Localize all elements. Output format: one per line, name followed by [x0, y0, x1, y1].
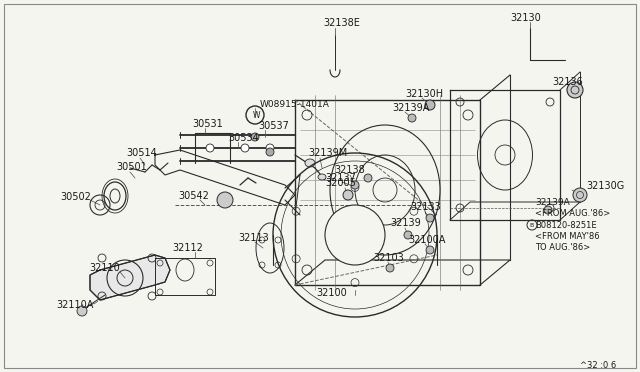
Text: 32136: 32136 [552, 77, 583, 87]
Text: 32103: 32103 [373, 253, 404, 263]
Text: 32138E: 32138E [323, 18, 360, 28]
Text: 32130H: 32130H [405, 89, 443, 99]
Text: 32133: 32133 [410, 202, 441, 212]
Circle shape [426, 214, 434, 222]
Text: <FROM MAY'86: <FROM MAY'86 [535, 231, 600, 241]
Text: 32139A: 32139A [392, 103, 429, 113]
Circle shape [343, 190, 353, 200]
Text: TO AUG.'86>: TO AUG.'86> [535, 243, 590, 251]
Text: 30542: 30542 [178, 191, 209, 201]
Circle shape [266, 148, 274, 156]
Circle shape [77, 306, 87, 316]
Circle shape [217, 192, 233, 208]
Circle shape [404, 231, 412, 239]
Circle shape [364, 174, 372, 182]
Text: W: W [253, 110, 260, 119]
Circle shape [325, 205, 385, 265]
Text: 32139M: 32139M [308, 148, 348, 158]
Text: W08915-1401A: W08915-1401A [260, 99, 330, 109]
Circle shape [266, 144, 274, 152]
Text: ^32 :0 6: ^32 :0 6 [580, 360, 616, 369]
Text: 32139A: 32139A [535, 198, 570, 206]
Ellipse shape [305, 159, 315, 167]
Circle shape [251, 133, 259, 141]
Circle shape [408, 114, 416, 122]
Ellipse shape [318, 174, 326, 180]
Text: B08120-8251E: B08120-8251E [535, 221, 596, 230]
Text: 30534: 30534 [228, 133, 259, 143]
Text: 32100: 32100 [316, 288, 347, 298]
Circle shape [351, 181, 359, 189]
Circle shape [206, 144, 214, 152]
Circle shape [544, 206, 552, 214]
Text: 32139: 32139 [390, 218, 420, 228]
Text: 30514: 30514 [126, 148, 157, 158]
Text: 32100A: 32100A [408, 235, 445, 245]
Circle shape [386, 264, 394, 272]
Text: 32137: 32137 [325, 173, 356, 183]
Text: 32138: 32138 [334, 165, 365, 175]
Text: 30531: 30531 [192, 119, 223, 129]
Text: 30537: 30537 [258, 121, 289, 131]
Text: 30502: 30502 [60, 192, 91, 202]
Text: B: B [530, 222, 534, 228]
Text: <FROM AUG.'86>: <FROM AUG.'86> [535, 208, 611, 218]
Text: 32110A: 32110A [56, 300, 93, 310]
Text: 32110: 32110 [89, 263, 120, 273]
Text: 30501: 30501 [116, 162, 147, 172]
Text: 32113: 32113 [238, 233, 269, 243]
Text: 32005: 32005 [325, 178, 356, 188]
Circle shape [426, 246, 434, 254]
Circle shape [573, 188, 587, 202]
Text: 32112: 32112 [172, 243, 203, 253]
Circle shape [425, 100, 435, 110]
Text: 32130G: 32130G [586, 181, 624, 191]
Circle shape [241, 144, 249, 152]
Text: 32130: 32130 [510, 13, 541, 23]
Circle shape [567, 82, 583, 98]
Polygon shape [90, 255, 170, 300]
